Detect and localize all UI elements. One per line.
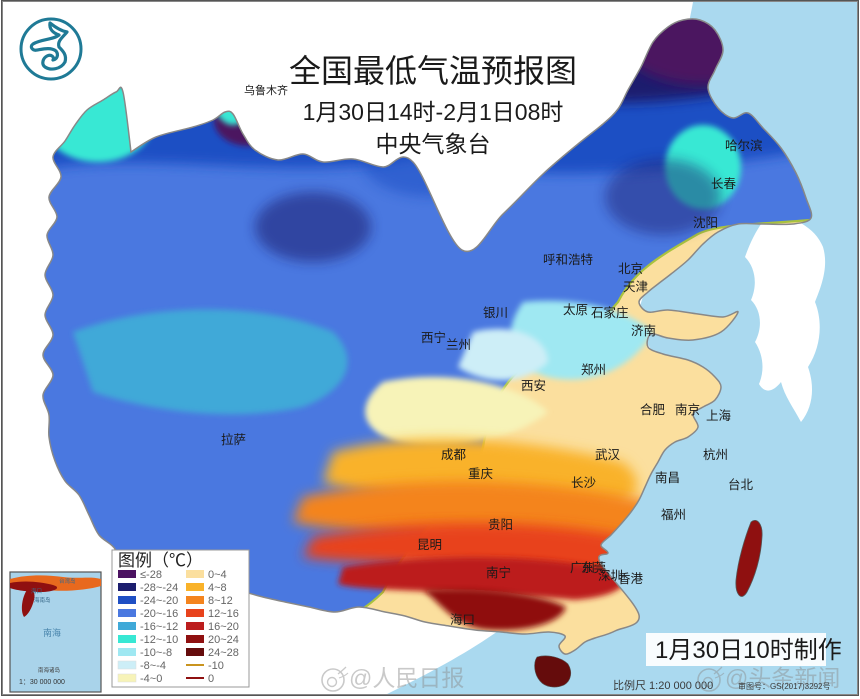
svg-text:武汉: 武汉 xyxy=(595,448,621,462)
svg-text:≤-28: ≤-28 xyxy=(140,569,162,581)
svg-text:南昌: 南昌 xyxy=(655,470,680,485)
svg-text:兰州: 兰州 xyxy=(446,338,471,352)
svg-text:长沙: 长沙 xyxy=(571,476,597,490)
svg-text:重庆: 重庆 xyxy=(468,466,494,481)
svg-text:0~4: 0~4 xyxy=(208,569,227,581)
svg-text:1：30 000 000: 1：30 000 000 xyxy=(19,679,65,686)
svg-text:图例（℃）: 图例（℃） xyxy=(118,551,203,570)
svg-text:台湾岛: 台湾岛 xyxy=(59,577,76,585)
svg-text:@人民日报: @人民日报 xyxy=(349,665,464,691)
svg-text:昆明: 昆明 xyxy=(417,538,442,552)
svg-text:郑州: 郑州 xyxy=(581,362,606,377)
svg-text:福州: 福州 xyxy=(661,507,686,522)
svg-text:成都: 成都 xyxy=(441,448,467,462)
svg-text:太原: 太原 xyxy=(563,302,588,317)
svg-text:海口: 海口 xyxy=(450,612,475,627)
svg-text:贵阳: 贵阳 xyxy=(488,518,513,532)
svg-text:沈阳: 沈阳 xyxy=(693,215,718,230)
svg-text:-12~-10: -12~-10 xyxy=(140,634,178,646)
svg-text:-8~-4: -8~-4 xyxy=(140,660,166,672)
svg-text:比例尺 1:20 000 000: 比例尺 1:20 000 000 xyxy=(613,678,713,692)
svg-text:-10~-8: -10~-8 xyxy=(140,647,172,659)
svg-text:12~16: 12~16 xyxy=(208,608,239,620)
svg-text:全国最低气温预报图: 全国最低气温预报图 xyxy=(289,53,577,89)
svg-text:24~28: 24~28 xyxy=(208,647,239,659)
svg-text:合肥: 合肥 xyxy=(640,402,666,417)
svg-text:东莞: 东莞 xyxy=(581,561,606,575)
svg-text:银川: 银川 xyxy=(483,306,508,320)
svg-text:1月30日14时-2月1日08时: 1月30日14时-2月1日08时 xyxy=(303,99,564,125)
svg-text:-16~-12: -16~-12 xyxy=(140,621,178,633)
svg-text:审图号：GS(2017)3292号: 审图号：GS(2017)3292号 xyxy=(738,681,830,691)
svg-text:杭州: 杭州 xyxy=(703,447,728,462)
svg-text:1月30日10时制作: 1月30日10时制作 xyxy=(655,637,842,664)
svg-text:-4~0: -4~0 xyxy=(140,673,162,685)
svg-text:北京: 北京 xyxy=(618,262,643,276)
svg-text:上海: 上海 xyxy=(706,408,732,423)
svg-text:4~8: 4~8 xyxy=(208,582,227,594)
svg-text:海口: 海口 xyxy=(31,587,42,595)
svg-text:8~12: 8~12 xyxy=(208,595,233,607)
svg-text:-24~-20: -24~-20 xyxy=(140,595,178,607)
svg-text:中央气象台: 中央气象台 xyxy=(376,131,491,157)
svg-text:香港: 香港 xyxy=(618,572,644,586)
svg-text:南宁: 南宁 xyxy=(486,565,511,580)
svg-text:16~20: 16~20 xyxy=(208,621,239,633)
svg-text:石家庄: 石家庄 xyxy=(591,305,629,320)
svg-text:-10: -10 xyxy=(208,660,224,672)
svg-text:西安: 西安 xyxy=(521,378,546,393)
svg-text:天津: 天津 xyxy=(623,280,648,294)
svg-text:济南: 济南 xyxy=(631,323,656,338)
svg-text:拉萨: 拉萨 xyxy=(221,432,246,447)
svg-text:海南岛: 海南岛 xyxy=(34,596,51,604)
svg-text:长春: 长春 xyxy=(711,177,737,191)
svg-text:呼和浩特: 呼和浩特 xyxy=(543,252,593,267)
svg-text:-28~-24: -28~-24 xyxy=(140,582,178,594)
svg-text:南海: 南海 xyxy=(43,627,61,638)
svg-text:-20~-16: -20~-16 xyxy=(140,608,178,620)
svg-text:南海诸岛: 南海诸岛 xyxy=(38,666,61,674)
svg-text:哈尔滨: 哈尔滨 xyxy=(725,138,763,153)
svg-text:乌鲁木齐: 乌鲁木齐 xyxy=(244,83,288,97)
svg-text:西宁: 西宁 xyxy=(421,330,446,345)
svg-text:20~24: 20~24 xyxy=(208,634,239,646)
svg-text:0: 0 xyxy=(208,673,214,685)
svg-text:台北: 台北 xyxy=(728,477,754,492)
svg-text:南京: 南京 xyxy=(675,402,700,417)
